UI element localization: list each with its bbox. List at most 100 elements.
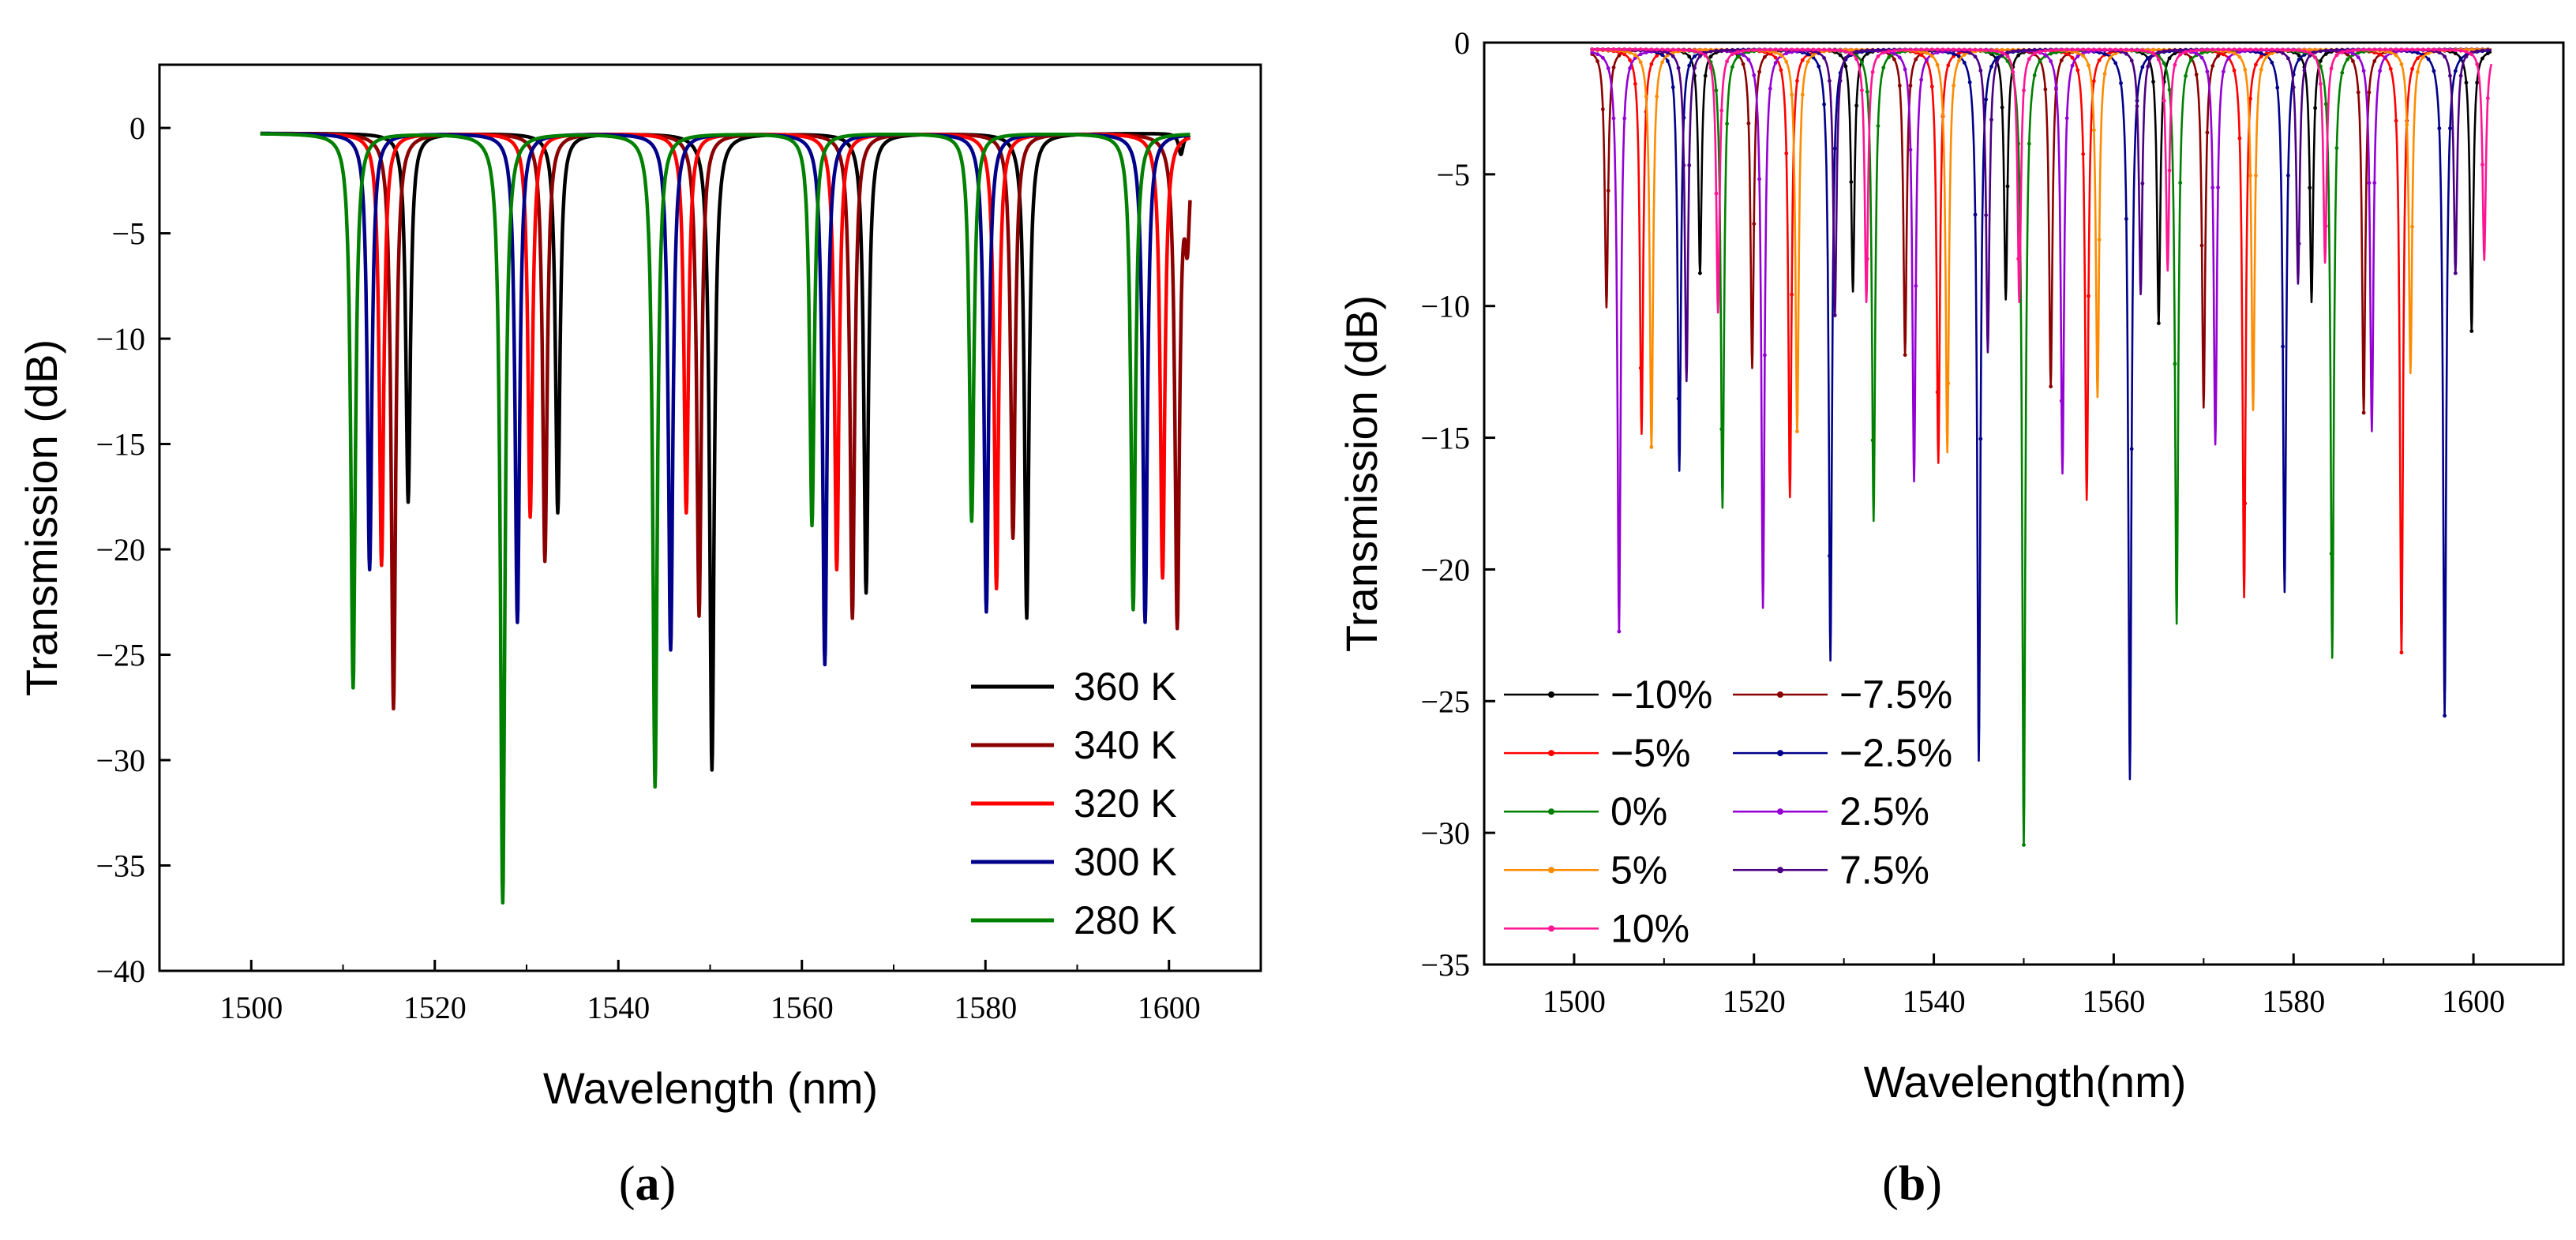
series-marker — [2162, 99, 2166, 103]
series-marker — [2372, 181, 2377, 185]
series-marker — [1897, 84, 1902, 88]
series-marker — [1935, 51, 1940, 54]
chart-b-x-axis: 1500 1520 1540 1560 1580 1600 — [1543, 953, 2505, 1019]
series-marker — [1952, 84, 1956, 88]
series-marker — [2097, 238, 2102, 242]
series-marker — [2405, 47, 2409, 52]
series-marker — [1703, 47, 1708, 52]
series-marker — [2388, 51, 2393, 54]
series-marker — [1784, 47, 1789, 52]
series-marker — [1925, 47, 1929, 52]
series-marker — [2064, 116, 2069, 121]
series-line-340-k — [259, 131, 1192, 711]
series-marker — [1881, 47, 1886, 52]
series-marker — [2102, 52, 2107, 56]
series-marker — [2205, 130, 2210, 135]
series-marker — [2119, 81, 2123, 85]
series-marker — [1795, 79, 1799, 83]
series-marker — [2027, 47, 2031, 52]
panel-a-caption-open: ( — [619, 1157, 636, 1211]
series-marker — [1595, 47, 1599, 51]
series-marker — [2005, 54, 2010, 58]
series-marker — [2297, 242, 2301, 246]
series-marker — [2302, 49, 2307, 54]
series-marker — [2135, 104, 2139, 108]
series-marker — [2372, 47, 2377, 52]
series-marker — [2313, 106, 2317, 111]
series-marker — [2075, 47, 2080, 52]
series-marker — [2405, 122, 2409, 127]
series-marker — [2437, 126, 2442, 130]
series-marker — [1946, 47, 1951, 52]
x-tick-label: 1560 — [2082, 983, 2145, 1019]
series-marker — [1973, 212, 1978, 217]
series-marker — [2464, 81, 2469, 85]
series-marker — [1773, 61, 1778, 66]
series-marker — [1773, 55, 1778, 60]
series-marker — [2027, 141, 2031, 146]
y-tick-label: 0 — [129, 111, 145, 146]
series-marker — [1655, 94, 1659, 99]
series-marker — [2437, 47, 2442, 52]
series-marker — [2059, 399, 2064, 403]
series-marker — [2453, 48, 2458, 53]
series-marker — [2059, 47, 2064, 52]
series-marker — [1903, 47, 1907, 52]
series-marker — [2443, 47, 2447, 52]
series-marker — [1682, 48, 1686, 52]
series-marker — [1876, 47, 1880, 52]
series-marker — [1708, 66, 1713, 70]
series-marker — [1952, 51, 1956, 56]
series-marker — [2000, 47, 2004, 52]
series-marker — [2022, 88, 2026, 92]
series-marker — [2081, 47, 2086, 52]
series-marker — [1644, 47, 1648, 52]
series-marker — [1600, 55, 1605, 60]
series-marker — [2416, 56, 2420, 61]
series-marker — [2167, 168, 2172, 173]
series-marker — [2416, 51, 2420, 55]
series-marker — [1660, 47, 1664, 52]
series-marker — [2070, 55, 2075, 60]
series-marker — [1952, 47, 1956, 52]
series-marker — [1940, 112, 1945, 117]
series-marker — [1865, 48, 1869, 53]
legend-marker — [1777, 867, 1783, 874]
series-marker — [2319, 49, 2323, 54]
series-marker — [2426, 51, 2431, 55]
series-marker — [2394, 118, 2398, 123]
series-marker — [2146, 64, 2150, 69]
x-tick-label: 1560 — [771, 990, 834, 1025]
x-tick-label: 1540 — [587, 990, 650, 1025]
series-marker — [2087, 294, 2090, 298]
series-marker — [2410, 66, 2415, 71]
series-marker — [2319, 81, 2323, 86]
series-line-280-k — [259, 132, 1192, 905]
series-marker — [1779, 47, 1783, 52]
series-marker — [1714, 48, 1719, 53]
series-marker — [1628, 66, 1632, 70]
series-marker — [2356, 51, 2360, 55]
series-marker — [2210, 185, 2215, 190]
x-tick-label: 1500 — [1543, 983, 1606, 1019]
legend-marker — [1777, 808, 1783, 815]
series-marker — [2038, 49, 2042, 54]
series-marker — [2475, 49, 2480, 54]
series-marker — [2140, 182, 2145, 185]
series-marker — [2184, 50, 2188, 54]
series-marker — [2032, 51, 2037, 56]
series-marker — [1940, 47, 1945, 52]
series-marker — [2199, 243, 2204, 248]
series-marker — [1735, 50, 1740, 54]
series-marker — [2356, 55, 2360, 60]
series-marker — [1779, 53, 1783, 58]
series-marker — [1860, 60, 1864, 65]
series-marker — [2151, 80, 2155, 84]
series-marker — [1638, 60, 1643, 65]
series-marker — [2049, 59, 2053, 63]
series-marker — [2308, 47, 2312, 52]
series-marker — [2173, 62, 2177, 67]
series-marker — [2313, 50, 2317, 54]
series-marker — [1967, 47, 1972, 52]
series-marker — [1854, 103, 1859, 108]
